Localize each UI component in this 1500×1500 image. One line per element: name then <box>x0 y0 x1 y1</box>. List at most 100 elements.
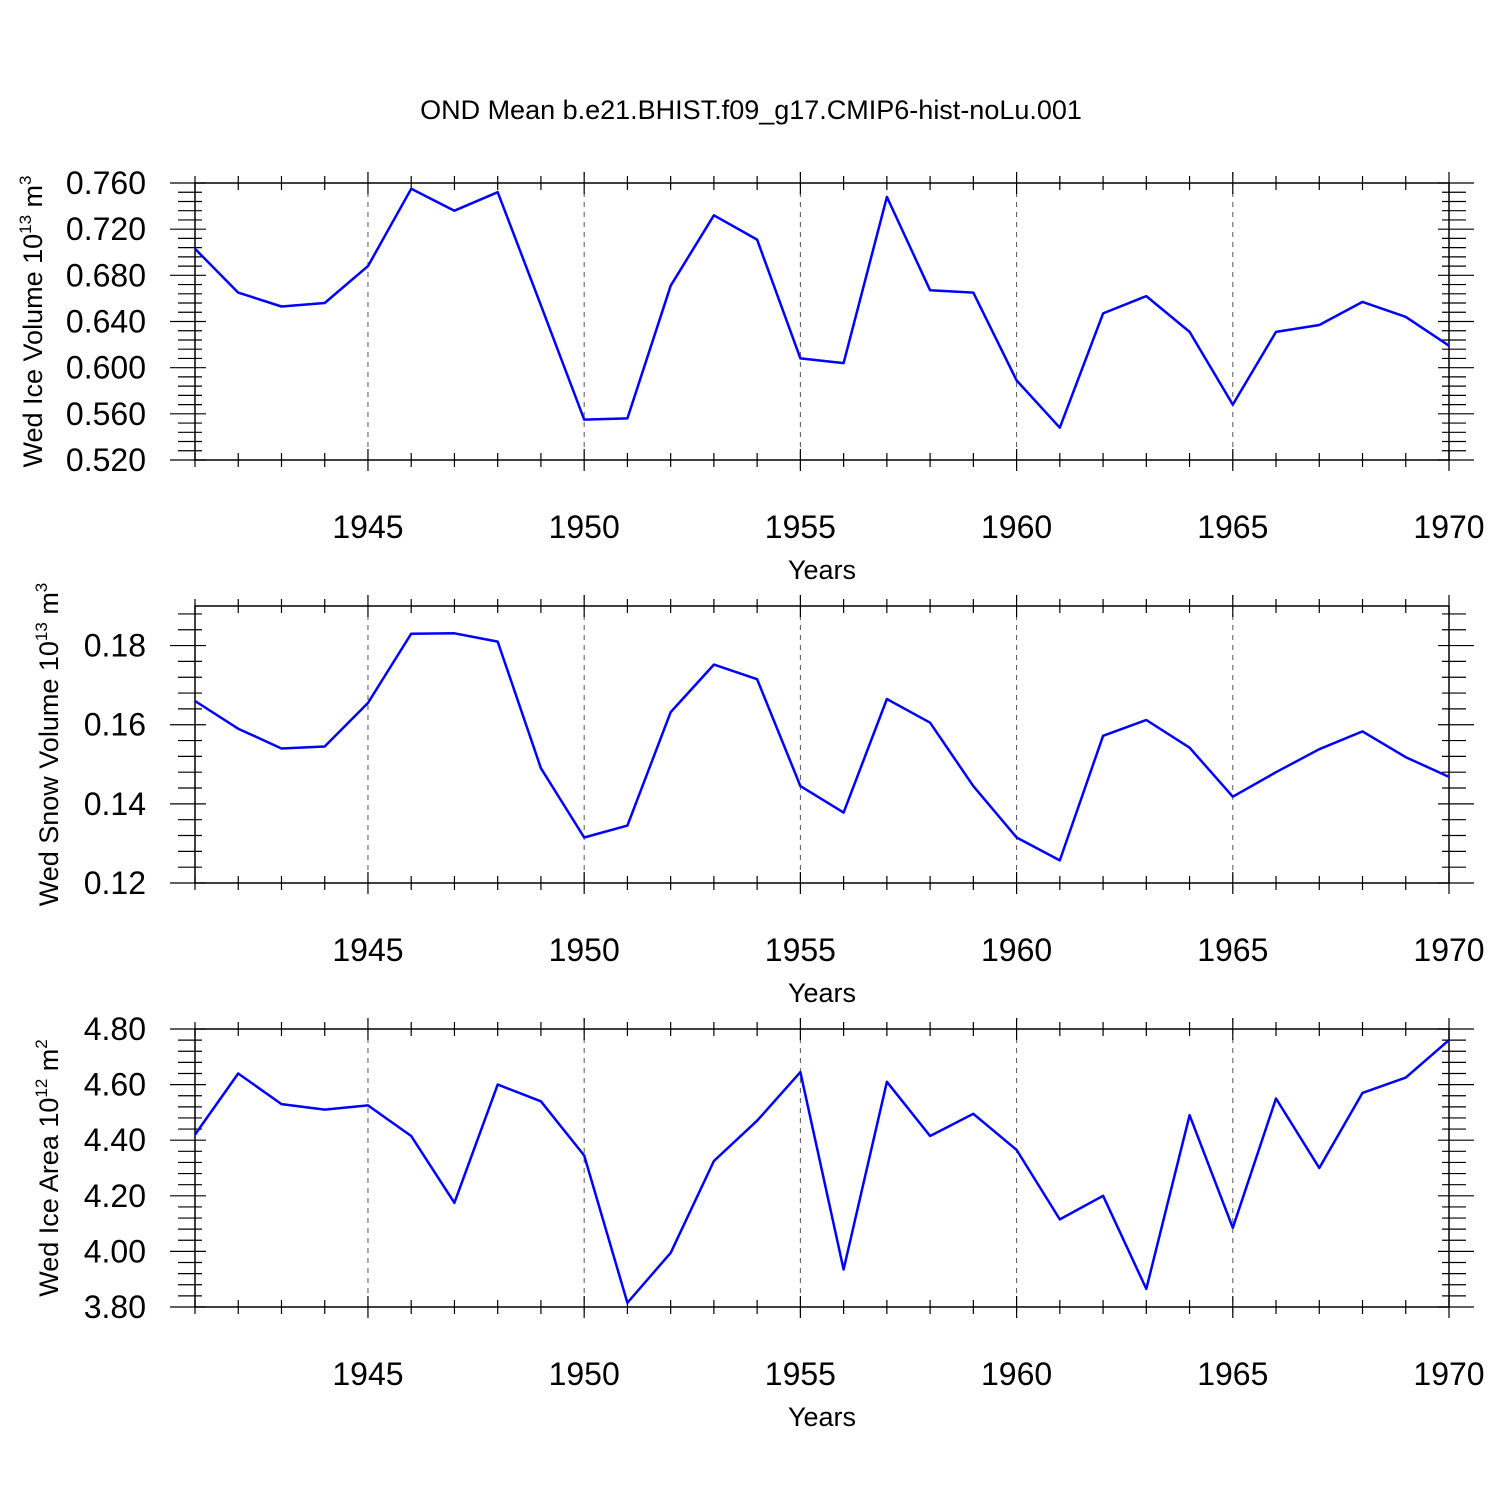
series-line <box>194 187 1450 429</box>
y-tick-label: 4.60 <box>84 1067 146 1103</box>
panel-1: 1945 1950 1955 1960 1965 1970 Years 0.520 0.560 0… <box>16 165 1485 585</box>
data-point <box>539 1099 543 1103</box>
x-tick-label: 1960 <box>981 932 1052 968</box>
y-tick-label: 0.520 <box>66 442 146 478</box>
x-tick-label: 1970 <box>1413 1356 1484 1392</box>
data-point <box>279 304 283 308</box>
data-point <box>1317 1166 1321 1170</box>
y-tick-label: 0.720 <box>66 211 146 247</box>
y-axis-title: Wed Ice Area 1012 m2 <box>32 1039 64 1297</box>
plot-frame <box>194 182 1450 461</box>
data-point <box>1188 330 1192 334</box>
data-point <box>971 291 975 295</box>
y-axis-title: Wed Snow Volume 1013 m3 <box>32 583 64 907</box>
y-tick-label: 4.40 <box>84 1122 146 1158</box>
data-point <box>1447 775 1451 779</box>
data-point <box>1231 1226 1235 1230</box>
data-point <box>1015 1148 1019 1152</box>
data-point <box>452 1201 456 1205</box>
plot-frame <box>194 1028 1450 1308</box>
x-tick-label: 1955 <box>765 509 836 545</box>
y-tick-label: 0.18 <box>84 628 146 664</box>
panel-2: 1945 1950 1955 1960 1965 1970 Years 0.12 0.14 0.1… <box>32 583 1485 1008</box>
data-point <box>625 416 629 420</box>
y-axis-title-unit-exponent: 2 <box>32 1039 51 1048</box>
x-tick-label: 1960 <box>981 509 1052 545</box>
x-tick-label: 1955 <box>765 1356 836 1392</box>
data-point <box>236 727 240 731</box>
x-axis-title: Years <box>788 555 856 585</box>
y-tick-label: 0.760 <box>66 165 146 201</box>
data-point <box>755 677 759 681</box>
data-point <box>1274 330 1278 334</box>
x-tick-label: 1965 <box>1197 509 1268 545</box>
data-point <box>928 721 932 725</box>
data-point <box>582 1153 586 1157</box>
data-point <box>1361 300 1365 304</box>
data-point <box>1404 1076 1408 1080</box>
data-point <box>885 195 889 199</box>
y-tick-label: 0.640 <box>66 304 146 340</box>
x-tick-label: 1965 <box>1197 932 1268 968</box>
x-tick-label: 1945 <box>332 509 403 545</box>
y-axis-title-exponent: 12 <box>32 1079 51 1098</box>
x-tick-label: 1945 <box>332 1356 403 1392</box>
data-point <box>669 1251 673 1255</box>
data-point <box>1317 323 1321 327</box>
data-point <box>1015 835 1019 839</box>
data-point <box>366 264 370 268</box>
data-point <box>625 824 629 828</box>
y-axis-title-exponent: 13 <box>16 215 35 234</box>
data-point <box>582 418 586 422</box>
panel-3: 1945 1950 1955 1960 1965 1970 Years 3.80 4.00 4.2… <box>32 1011 1485 1432</box>
data-point <box>625 1301 629 1305</box>
y-tick-label: 4.00 <box>84 1233 146 1269</box>
y-axis-title-main: Wed Ice Area 10 <box>34 1098 64 1297</box>
x-axis-title: Years <box>788 978 856 1008</box>
series-line <box>193 1039 1450 1305</box>
data-point <box>712 1159 716 1163</box>
data-point <box>1144 1287 1148 1291</box>
data-point <box>669 284 673 288</box>
data-point <box>279 1102 283 1106</box>
chart-title: OND Mean b.e21.BHIST.f09_g17.CMIP6-hist-… <box>420 95 1082 125</box>
data-point <box>496 190 500 194</box>
data-point <box>1144 718 1148 722</box>
data-point <box>1144 294 1148 298</box>
data-point <box>496 1083 500 1087</box>
data-point <box>1058 1217 1062 1221</box>
data-point <box>582 835 586 839</box>
data-point <box>1361 1091 1365 1095</box>
x-tick-label: 1970 <box>1413 932 1484 968</box>
series-line <box>194 632 1450 862</box>
data-point <box>798 784 802 788</box>
data-point <box>1231 403 1235 407</box>
data-point <box>928 288 932 292</box>
data-point <box>452 631 456 635</box>
data-point <box>1274 1097 1278 1101</box>
data-point <box>842 1267 846 1271</box>
data-point <box>539 303 543 307</box>
y-axis-title-exponent: 13 <box>32 622 51 641</box>
data-point <box>842 361 846 365</box>
y-tick-label: 0.14 <box>84 786 146 822</box>
data-point <box>1015 378 1019 382</box>
y-axis-title-unit: m <box>34 1049 64 1079</box>
data-point <box>323 744 327 748</box>
y-axis-title-unit: m <box>18 185 48 215</box>
data-point <box>236 1071 240 1075</box>
plot-frame <box>194 605 1450 884</box>
y-axis-title-unit-exponent: 3 <box>16 175 35 184</box>
data-point <box>323 301 327 305</box>
data-point <box>366 701 370 705</box>
data-point <box>409 632 413 636</box>
data-point <box>409 187 413 191</box>
data-point <box>971 1112 975 1116</box>
x-tick-label: 1960 <box>981 1356 1052 1392</box>
x-tick-label: 1945 <box>332 932 403 968</box>
data-point <box>193 1133 197 1137</box>
data-point <box>193 247 197 251</box>
x-tick-label: 1950 <box>549 1356 620 1392</box>
x-tick-label: 1955 <box>765 932 836 968</box>
